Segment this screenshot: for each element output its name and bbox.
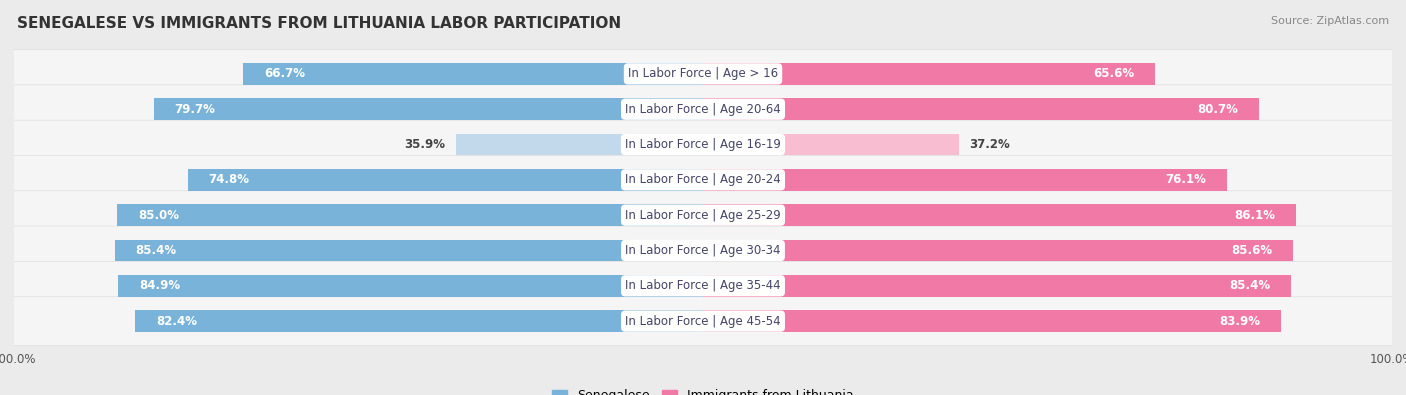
Bar xyxy=(135,310,703,332)
Text: In Labor Force | Age 16-19: In Labor Force | Age 16-19 xyxy=(626,138,780,151)
Bar xyxy=(703,275,1291,297)
Text: 85.4%: 85.4% xyxy=(135,244,176,257)
Text: 80.7%: 80.7% xyxy=(1198,103,1239,116)
Text: 76.1%: 76.1% xyxy=(1166,173,1206,186)
Text: 65.6%: 65.6% xyxy=(1092,68,1135,81)
Text: 37.2%: 37.2% xyxy=(970,138,1011,151)
Bar xyxy=(153,98,703,120)
Bar xyxy=(703,204,1296,226)
Text: In Labor Force | Age 20-24: In Labor Force | Age 20-24 xyxy=(626,173,780,186)
Bar xyxy=(703,239,1292,261)
Bar xyxy=(703,63,1154,85)
Bar xyxy=(456,134,703,156)
FancyBboxPatch shape xyxy=(8,297,1398,346)
Bar xyxy=(115,239,703,261)
FancyBboxPatch shape xyxy=(8,261,1398,310)
Text: 86.1%: 86.1% xyxy=(1234,209,1275,222)
Text: In Labor Force | Age > 16: In Labor Force | Age > 16 xyxy=(628,68,778,81)
Text: In Labor Force | Age 25-29: In Labor Force | Age 25-29 xyxy=(626,209,780,222)
Bar xyxy=(187,169,703,191)
FancyBboxPatch shape xyxy=(8,156,1398,204)
Text: 84.9%: 84.9% xyxy=(139,279,180,292)
Text: In Labor Force | Age 35-44: In Labor Force | Age 35-44 xyxy=(626,279,780,292)
Bar xyxy=(243,63,703,85)
Legend: Senegalese, Immigrants from Lithuania: Senegalese, Immigrants from Lithuania xyxy=(547,384,859,395)
FancyBboxPatch shape xyxy=(8,120,1398,169)
Text: 83.9%: 83.9% xyxy=(1219,314,1260,327)
FancyBboxPatch shape xyxy=(8,226,1398,275)
Bar xyxy=(703,169,1227,191)
Text: In Labor Force | Age 45-54: In Labor Force | Age 45-54 xyxy=(626,314,780,327)
Text: 66.7%: 66.7% xyxy=(264,68,305,81)
Text: SENEGALESE VS IMMIGRANTS FROM LITHUANIA LABOR PARTICIPATION: SENEGALESE VS IMMIGRANTS FROM LITHUANIA … xyxy=(17,16,621,31)
Text: 85.4%: 85.4% xyxy=(1230,279,1271,292)
Text: Source: ZipAtlas.com: Source: ZipAtlas.com xyxy=(1271,16,1389,26)
FancyBboxPatch shape xyxy=(8,49,1398,98)
Bar xyxy=(703,310,1281,332)
FancyBboxPatch shape xyxy=(8,191,1398,239)
Bar xyxy=(703,98,1258,120)
FancyBboxPatch shape xyxy=(8,85,1398,134)
Text: 35.9%: 35.9% xyxy=(405,138,446,151)
Text: 79.7%: 79.7% xyxy=(174,103,215,116)
Bar xyxy=(117,204,703,226)
Text: 85.6%: 85.6% xyxy=(1230,244,1272,257)
Text: In Labor Force | Age 30-34: In Labor Force | Age 30-34 xyxy=(626,244,780,257)
Text: In Labor Force | Age 20-64: In Labor Force | Age 20-64 xyxy=(626,103,780,116)
Bar xyxy=(703,134,959,156)
Bar xyxy=(118,275,703,297)
Text: 74.8%: 74.8% xyxy=(208,173,249,186)
Text: 85.0%: 85.0% xyxy=(138,209,179,222)
Text: 82.4%: 82.4% xyxy=(156,314,197,327)
